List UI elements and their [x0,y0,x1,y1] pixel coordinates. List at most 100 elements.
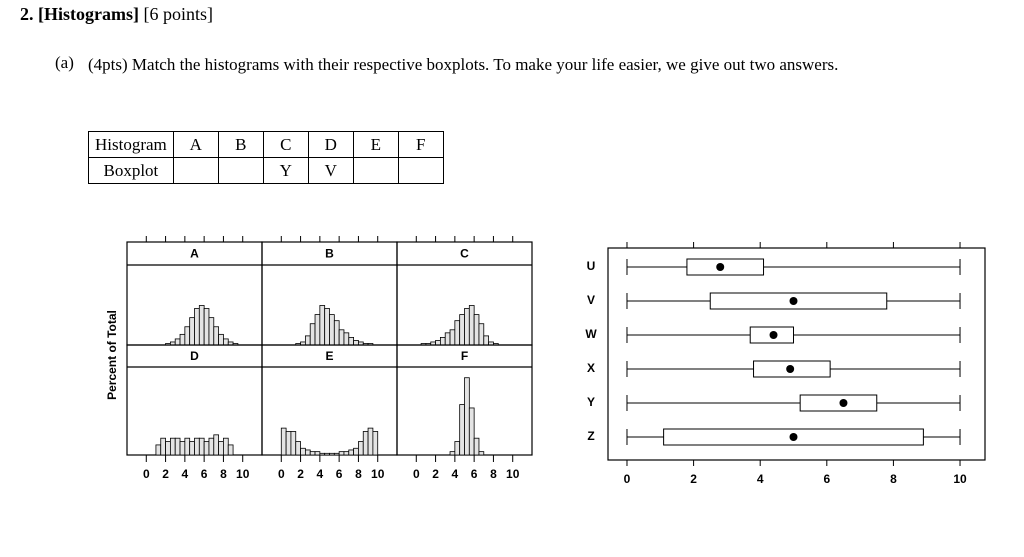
hist-bar [454,441,461,456]
hist-bar [353,447,359,456]
hist-bar [165,441,171,456]
hist-bar [343,451,350,456]
x-tick-label: 0 [278,467,285,481]
hist-bar [478,323,485,346]
hist-bar [338,329,345,346]
x-tick-label: 6 [471,467,478,481]
x-tick-label: 6 [823,472,830,486]
hist-bar [160,437,166,456]
box [799,394,878,412]
hist-bar [367,427,374,456]
hist-bar [319,305,326,346]
hist-bar [184,326,191,346]
x-tick-label: 2 [297,467,304,481]
box [686,258,765,276]
x-tick-label: 8 [890,472,897,486]
row-label: U [587,259,596,273]
hist-bar [468,305,475,346]
hist-bar [184,437,191,456]
x-tick-label: 4 [757,472,764,486]
answer-table: Histogram A B C D E F Boxplot Y V [88,131,444,184]
x-tick-label: 4 [317,467,324,481]
hist-bar [362,431,369,456]
table-row: Boxplot Y V [88,157,444,184]
hist-bar [189,317,195,346]
row-label: Z [587,429,594,443]
center-dot [716,263,725,271]
hist-bar [348,336,355,346]
x-tick-label: 0 [624,472,631,486]
table-cell [397,157,444,184]
center-dot [786,365,795,373]
table-cell: Histogram [88,131,174,158]
hist-bar [483,335,490,346]
hist-bar [227,444,234,456]
hist-bar [333,320,340,346]
x-tick-label: 4 [182,467,189,481]
hist-bar [213,326,220,346]
table-cell: Y [262,157,309,184]
strip-label: E [325,349,333,363]
hist-bar [314,314,321,346]
hist-bar [179,441,186,456]
hist-bar [285,431,292,456]
x-tick-label: 10 [506,467,520,481]
x-tick-label: 4 [452,467,459,481]
heading-title: 2. [Histograms] [20,4,139,24]
hist-bar [473,437,480,456]
strip-label: A [190,247,199,261]
x-tick-label: 2 [162,467,169,481]
hist-bar [208,317,215,346]
hist-bar [468,407,475,456]
hist-bar [324,308,330,346]
hist-bar [435,340,441,346]
hist-bar [203,308,210,346]
hist-bar [464,308,470,346]
hist-bar [295,441,301,456]
hist-bar [372,431,379,456]
hist-bar [218,333,224,346]
hist-bar [223,437,229,456]
hist-bar [464,377,470,456]
heading-points: [6 points] [143,4,213,24]
hist-bar [358,441,364,456]
hist-bar [198,437,205,456]
hist-bar [459,404,465,456]
hist-bar [198,305,205,346]
hist-bar [174,338,181,346]
hist-bar [329,314,335,346]
table-cell: C [262,131,309,158]
hist-bar [213,434,220,456]
hist-bar [218,441,224,456]
box [709,292,888,310]
boxplot-frame [607,247,986,461]
hist-bar [203,441,210,456]
hist-bar [324,452,330,456]
hist-bar [155,444,162,456]
hist-bar [449,451,456,456]
hist-bar [459,314,465,346]
hist-bar [304,449,311,456]
question-text: (4pts) Match the histograms with their r… [88,55,839,74]
hist-bar [478,451,485,456]
row-label: X [587,361,595,375]
hist-bar [223,338,229,346]
x-tick-label: 6 [336,467,343,481]
hist-bar [439,336,446,346]
hist-bar [304,335,311,346]
strip-label: D [190,349,199,363]
table-cell: Boxplot [88,157,174,184]
table-cell: V [307,157,354,184]
hist-bar [309,323,316,346]
center-dot [789,433,798,441]
x-tick-label: 2 [432,467,439,481]
center-dot [769,331,778,339]
strip-label: F [461,349,468,363]
row-label: V [587,293,595,307]
hist-bar [280,427,287,456]
table-cell [217,157,264,184]
x-tick-label: 8 [355,467,362,481]
hist-bar [189,441,195,456]
hist-bar [179,333,186,346]
